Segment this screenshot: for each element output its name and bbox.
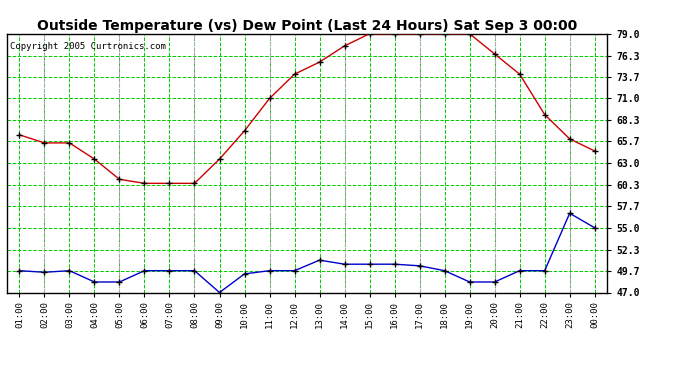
Title: Outside Temperature (vs) Dew Point (Last 24 Hours) Sat Sep 3 00:00: Outside Temperature (vs) Dew Point (Last…	[37, 19, 577, 33]
Text: Copyright 2005 Curtronics.com: Copyright 2005 Curtronics.com	[10, 42, 166, 51]
